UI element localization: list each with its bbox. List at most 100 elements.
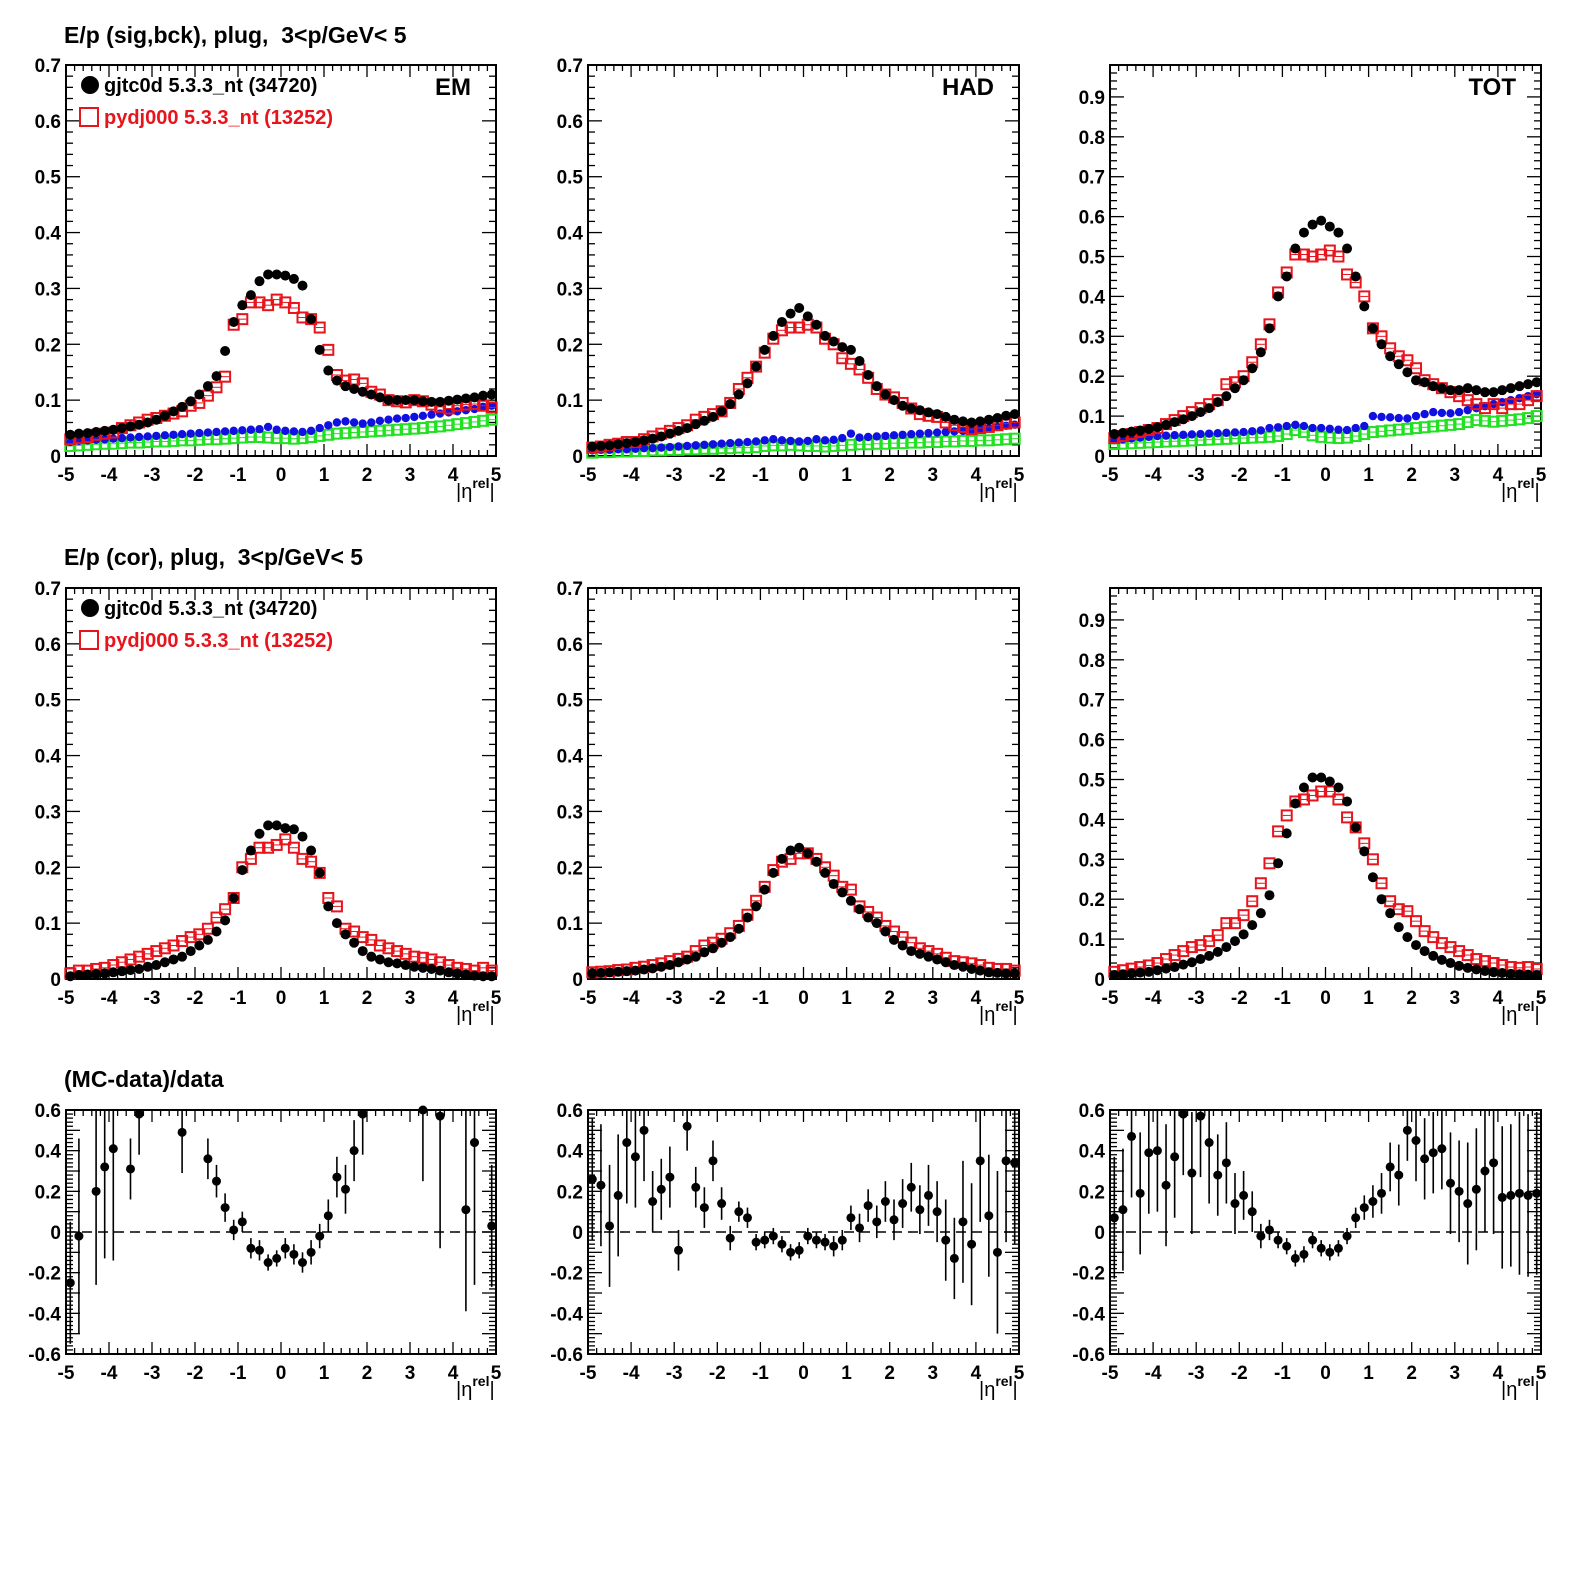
data-point <box>975 965 986 976</box>
mc-point <box>133 950 146 963</box>
x-tick-label: -2 <box>1231 988 1248 1009</box>
bkg-data-point <box>743 437 752 447</box>
mc-point <box>1513 398 1526 411</box>
bkg-data-point <box>751 437 761 446</box>
x-tick-label: 3 <box>928 1363 939 1384</box>
panel-HAD-cor: -5 -4 -3 -2 -1 0 1 2 3 4 5 0 0.1 0.2 0.3 0.4 0.5 0.6 0.7 |η… <box>557 579 1025 1026</box>
panel-ratio-EM: -5 -4 -3 -2 -1 0 1 2 3 4 5 -0.6 -0.4 -0.2 0 0.2 0.4 0.6 |η… <box>28 1101 501 1401</box>
data-point <box>940 411 951 422</box>
data-point <box>349 937 360 948</box>
row-title-3: (MC-data)/data <box>64 1066 224 1092</box>
x-tick-label: 2 <box>884 465 895 486</box>
data-point <box>682 423 693 434</box>
ratio-point <box>622 1138 632 1148</box>
data-point <box>486 971 497 982</box>
data-point <box>211 926 222 937</box>
mc-point <box>1444 941 1457 954</box>
data-point <box>1497 385 1508 396</box>
data-point <box>1436 383 1447 394</box>
x-tick-label: -1 <box>752 988 769 1009</box>
y-tick-label: 0.1 <box>1079 930 1106 951</box>
x-tick-label: 1 <box>1363 988 1374 1009</box>
data-point <box>716 937 727 948</box>
ratio-point <box>1204 1138 1214 1148</box>
ratio-point <box>1532 1188 1542 1198</box>
x-tick-label: -2 <box>187 465 204 486</box>
y-tick-label: -0.6 <box>550 1345 583 1366</box>
y-tick-label: 0.3 <box>557 279 583 300</box>
ratio-point <box>1351 1213 1361 1223</box>
mc-point <box>1530 390 1543 403</box>
bkg_mc-point <box>844 438 857 451</box>
y-tick-label: 0.3 <box>1079 327 1105 348</box>
data-point <box>1488 387 1499 398</box>
data-point <box>1273 858 1284 869</box>
bkg-data-point <box>665 442 675 452</box>
data-point <box>288 273 299 284</box>
bkg_mc-point <box>1427 420 1440 433</box>
ratio-point <box>220 1203 230 1213</box>
x-tick-label: 1 <box>841 1363 852 1384</box>
ratio-point <box>1394 1170 1404 1180</box>
bkg-data-point <box>1420 409 1429 419</box>
ratio-point <box>855 1223 865 1233</box>
data-point <box>443 967 454 978</box>
y-tick-label: 0.4 <box>1079 810 1106 831</box>
ratio-point <box>596 1180 606 1190</box>
bkg-data-point <box>1196 429 1205 439</box>
bkg_mc-point <box>1384 424 1397 437</box>
mc-point <box>150 945 163 958</box>
data-point <box>897 940 908 951</box>
mc-point <box>1211 929 1224 942</box>
ratio-point <box>992 1247 1002 1257</box>
bkg-data-point <box>367 418 376 427</box>
bkg-data-point <box>915 429 925 438</box>
x-tick-label: 5 <box>1014 988 1025 1009</box>
mc-point <box>373 939 386 952</box>
y-tick-label: 0.1 <box>557 391 584 412</box>
data-point <box>417 396 428 407</box>
data-point <box>374 954 385 965</box>
y-tick-label: -0.4 <box>28 1304 61 1325</box>
ratio-point <box>1454 1186 1464 1196</box>
data-point <box>621 438 632 449</box>
data-point <box>1281 828 1292 839</box>
mc-point <box>477 399 490 412</box>
data-point <box>1445 385 1456 396</box>
bkg-data-point <box>160 431 170 440</box>
data-point <box>1264 890 1275 901</box>
bkg-data-point <box>238 426 247 435</box>
mc-point <box>313 321 326 334</box>
bkg-data-point <box>1411 411 1421 421</box>
bkg-data-point <box>177 430 187 439</box>
bkg-data-point <box>1523 391 1533 401</box>
bkg-data-point <box>1213 429 1222 438</box>
bkg-data-point <box>298 427 307 437</box>
bkg-data-point <box>126 433 135 442</box>
data-point <box>1298 227 1309 238</box>
x-tick-label: -5 <box>58 988 75 1009</box>
data-point <box>409 395 420 406</box>
ratio-point <box>605 1221 615 1231</box>
data-point <box>245 290 256 301</box>
x-tick-label: 3 <box>405 1363 416 1384</box>
data-point <box>469 392 480 403</box>
x-tick-label: -3 <box>1188 1363 1205 1384</box>
x-axis-label-end: | <box>1534 481 1539 503</box>
ratio-point <box>177 1127 187 1137</box>
ratio-point <box>1178 1109 1188 1119</box>
x-tick-label: 3 <box>405 988 416 1009</box>
data-point <box>966 417 977 428</box>
data-point <box>280 823 291 834</box>
bkg-data-point <box>700 440 709 450</box>
mc-point <box>253 296 266 309</box>
mc-point <box>279 833 292 846</box>
x-tick-label: -5 <box>580 988 597 1009</box>
x-tick-label: -5 <box>58 1363 75 1384</box>
data-point <box>1445 958 1456 969</box>
bkg-data-point <box>246 425 256 434</box>
mc-point <box>296 852 309 865</box>
y-tick-label: 0.6 <box>35 635 61 656</box>
ratio-point <box>1368 1197 1378 1206</box>
bkg-data-point <box>418 411 428 420</box>
